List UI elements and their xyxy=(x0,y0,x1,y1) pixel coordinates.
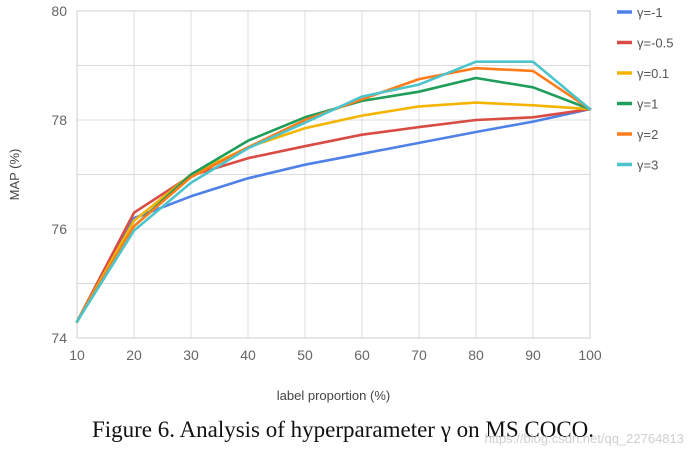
series-line xyxy=(75,60,592,324)
y-tick-label: 78 xyxy=(51,112,67,128)
x-axis-title: label proportion (%) xyxy=(277,388,390,403)
grid xyxy=(76,10,591,339)
y-tick-label: 80 xyxy=(51,3,67,19)
legend-item: γ=-0.5 xyxy=(617,36,674,51)
legend-item: γ=-1 xyxy=(617,5,663,20)
y-axis-ticks: 74 76 78 80 xyxy=(51,3,67,346)
legend-label: γ=-1 xyxy=(637,5,663,20)
legend-item: γ=0.1 xyxy=(617,66,669,81)
watermark: https://blog.csdn.net/qq_22764813 xyxy=(485,431,685,446)
series-line xyxy=(75,101,592,324)
series-lines xyxy=(75,60,592,324)
x-tick-label: 90 xyxy=(525,347,541,363)
x-axis-ticks: 10 20 30 40 50 60 70 80 90 100 xyxy=(69,347,602,363)
y-axis-title: MAP (%) xyxy=(7,149,22,201)
figure-caption: Figure 6. Analysis of hyperparameter γ o… xyxy=(92,417,594,442)
x-tick-label: 20 xyxy=(126,347,142,363)
x-tick-label: 80 xyxy=(468,347,484,363)
legend-label: γ=-0.5 xyxy=(637,36,674,51)
x-tick-label: 70 xyxy=(411,347,427,363)
x-tick-label: 100 xyxy=(578,347,602,363)
plot-frame xyxy=(76,10,591,339)
y-tick-label: 74 xyxy=(51,330,67,346)
x-tick-label: 60 xyxy=(354,347,370,363)
x-tick-label: 10 xyxy=(69,347,85,363)
legend-label: γ=3 xyxy=(637,158,658,173)
legend-label: γ=0.1 xyxy=(637,66,669,81)
legend-label: γ=1 xyxy=(637,97,658,112)
legend-label: γ=2 xyxy=(637,127,658,142)
x-tick-label: 30 xyxy=(183,347,199,363)
legend-item: γ=3 xyxy=(617,158,658,173)
series-line xyxy=(75,107,592,324)
legend-item: γ=2 xyxy=(617,127,658,142)
legend: γ=-1 γ=-0.5 γ=0.1 γ=1 γ=2 γ=3 xyxy=(617,5,674,173)
legend-item: γ=1 xyxy=(617,97,658,112)
x-tick-label: 40 xyxy=(240,347,256,363)
y-tick-label: 76 xyxy=(51,221,67,237)
x-tick-label: 50 xyxy=(297,347,313,363)
